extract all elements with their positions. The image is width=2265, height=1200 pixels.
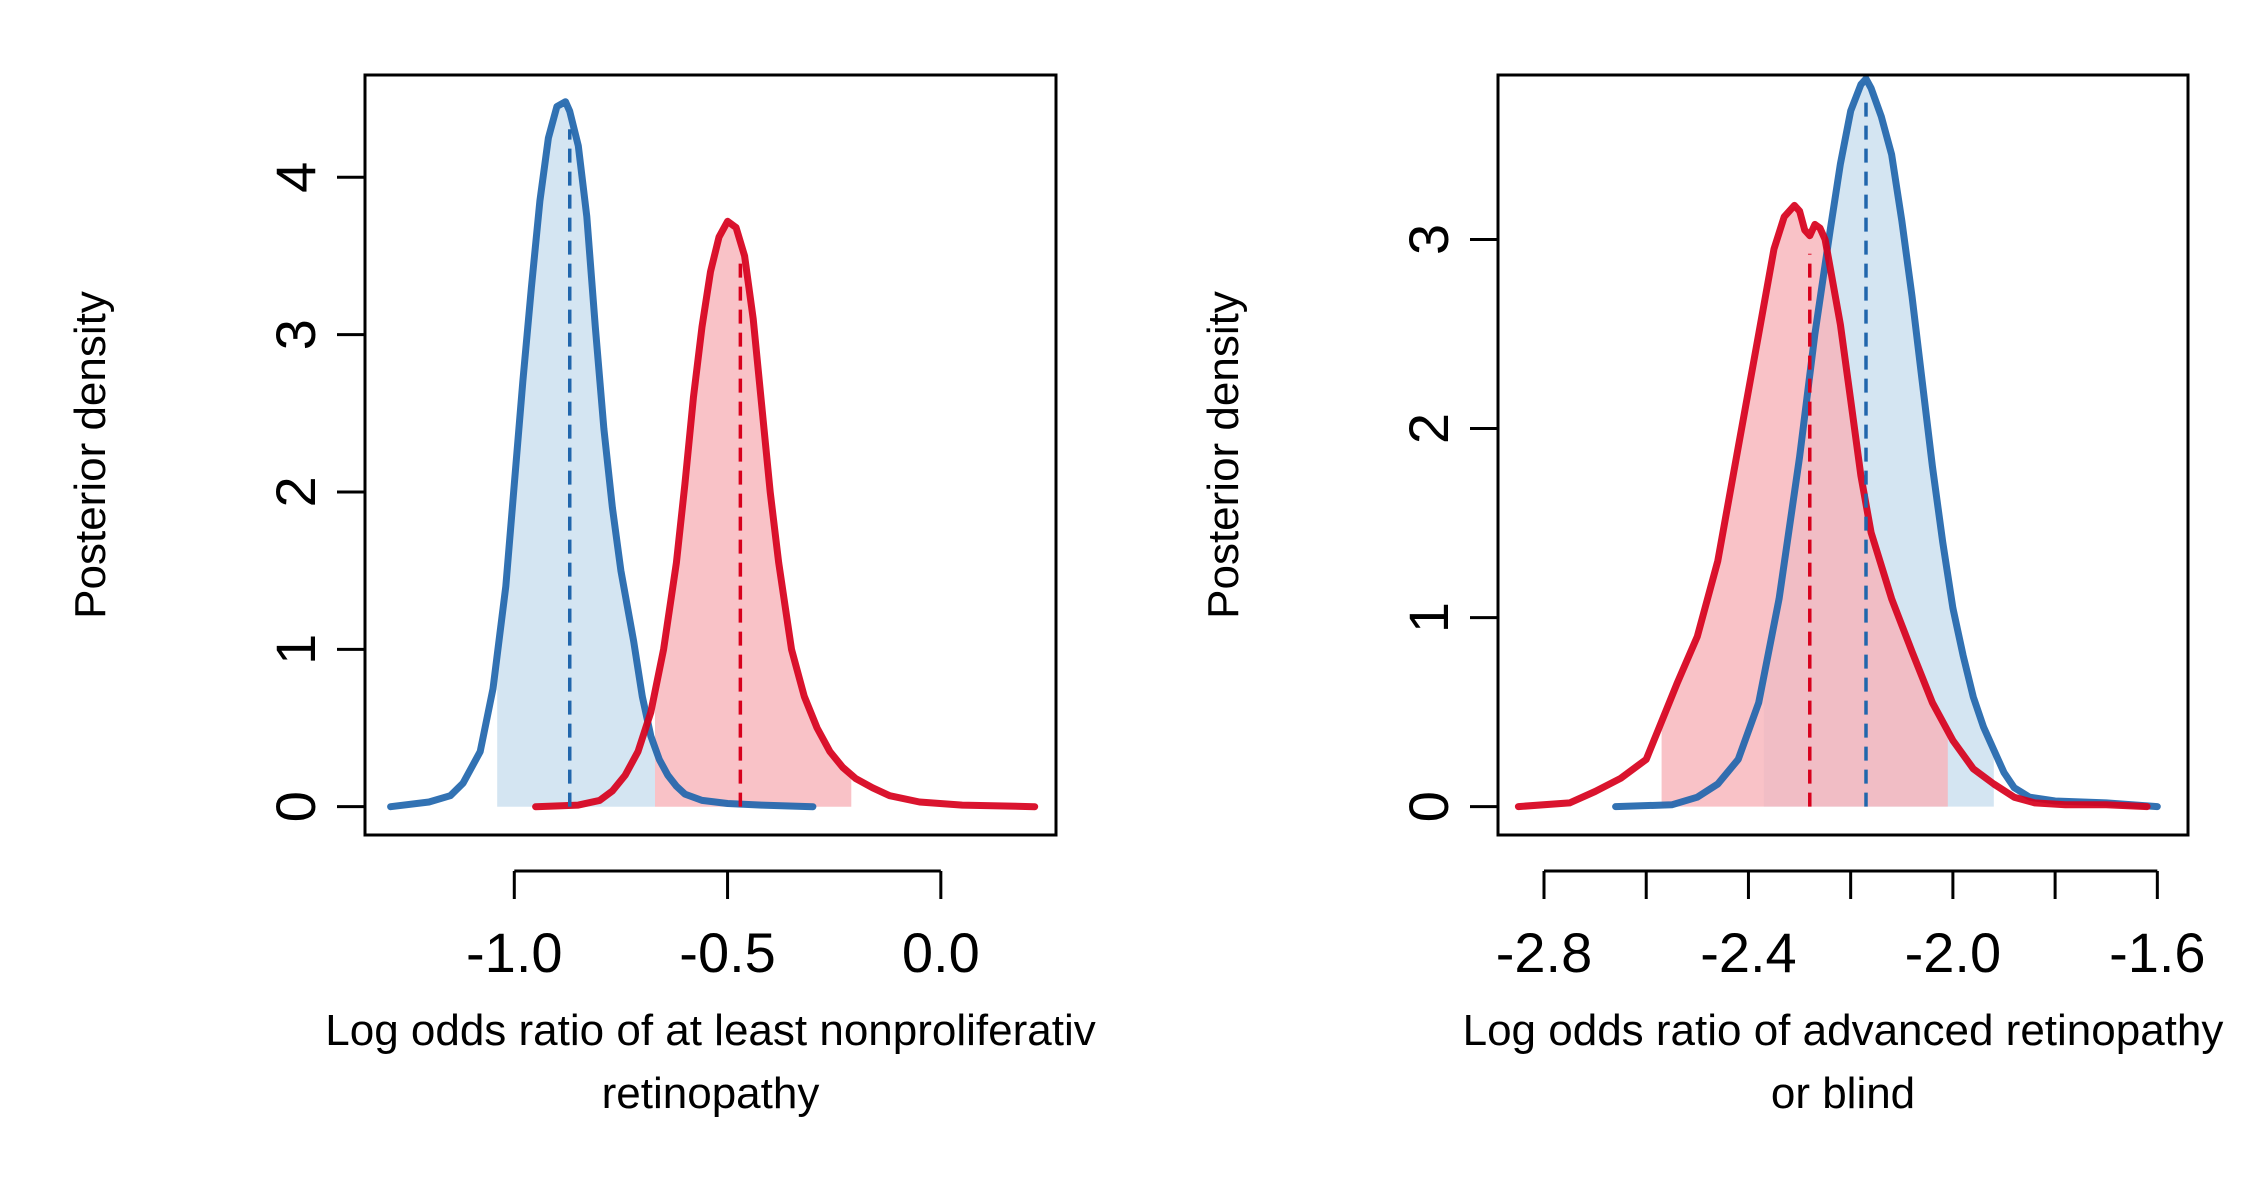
chart2-x-axis-label-line: or blind — [1771, 1069, 1915, 1118]
chart1-x-tick-label: -0.5 — [679, 921, 776, 984]
chart1-x-axis-label-line: Log odds ratio of at least nonproliferat… — [325, 1006, 1095, 1055]
chart2-x-tick-label: -2.0 — [1905, 921, 2002, 984]
chart1: 0 1 2 3 4 -1.0 -0.5 0.0 Posterior density Log odd… — [66, 73, 1096, 1118]
chart2-y-tick-label: 1 — [1397, 602, 1460, 633]
chart1-red-interval-area — [655, 222, 852, 807]
chart1-x-tick-label: -1.0 — [466, 921, 563, 984]
chart1-x-tick-label: 0.0 — [902, 921, 980, 984]
chart1-y-tick-label: 3 — [264, 319, 327, 350]
chart2-x-axis-label-line: Log odds ratio of advanced retinopathy — [1463, 1006, 2224, 1055]
chart2: 0 1 2 3 -2.8 -2.4 -2.0 -1.6 Posterior density Log… — [1199, 73, 2224, 1118]
chart1-blue-density-line — [387, 98, 817, 811]
chart2-red-interval-area — [1661, 206, 1948, 807]
chart1-blue-interval-area — [497, 102, 655, 807]
chart2-x-tick-label: -2.4 — [1700, 921, 1797, 984]
chart1-frame — [363, 73, 1058, 837]
chart2-y-axis-label: Posterior density — [1199, 291, 1248, 619]
chart1-y-tick-label: 0 — [264, 791, 327, 822]
chart2-red-density-line — [1514, 201, 2151, 811]
chart2-x-tick-label: -2.8 — [1496, 921, 1593, 984]
chart1-red-density-line — [532, 217, 1039, 811]
chart1-y-axis-label: Posterior density — [66, 291, 115, 619]
chart2-blue-density-line — [1612, 75, 2161, 811]
chart1-y-tick-label: 2 — [264, 476, 327, 507]
chart2-y-tick-label: 0 — [1397, 791, 1460, 822]
chart2-y-tick-label: 3 — [1397, 224, 1460, 255]
chart2-x-tick-label: -1.6 — [2109, 921, 2206, 984]
chart2-y-tick-label: 2 — [1397, 413, 1460, 444]
chart1-x-axis-label-line: retinopathy — [602, 1069, 820, 1118]
chart2-frame — [1496, 73, 2190, 837]
chart1-y-tick-label: 1 — [264, 634, 327, 665]
chart1-y-tick-label: 4 — [264, 162, 327, 193]
